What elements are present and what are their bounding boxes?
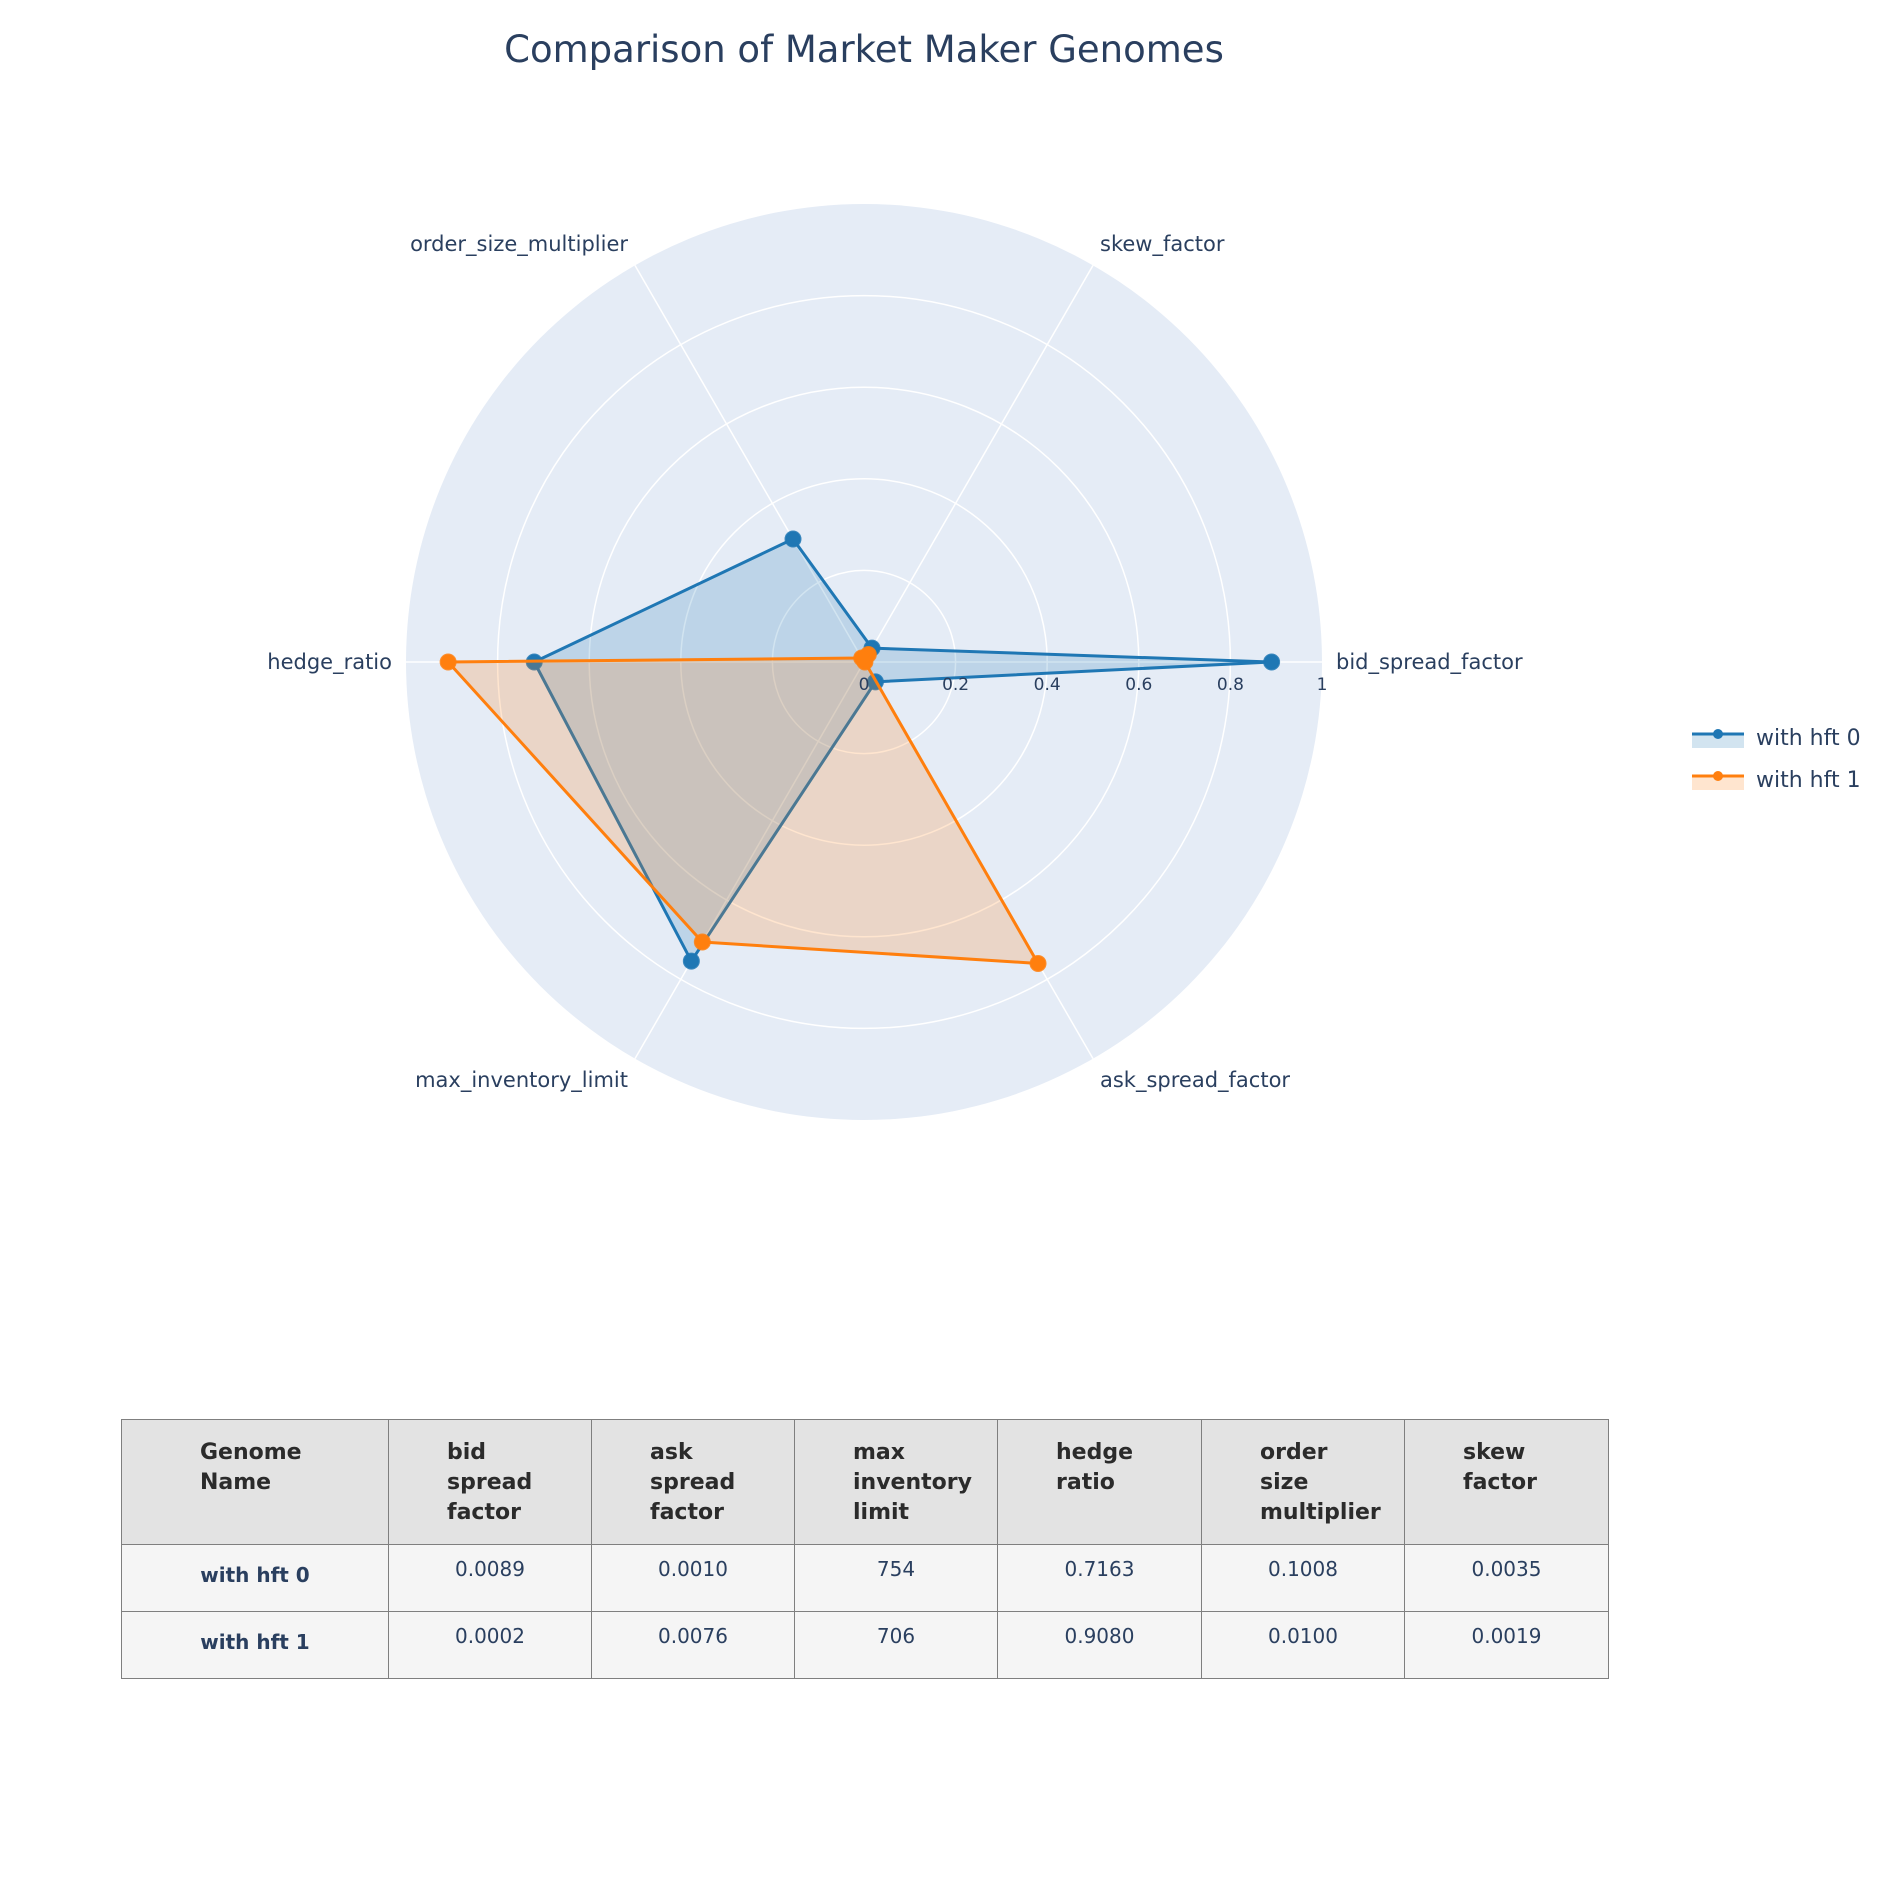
table-cell: 0.0076: [591, 1611, 795, 1679]
legend-item-with-hft-0[interactable]: with hft 0: [1688, 722, 1900, 758]
legend-item-with-hft-1[interactable]: with hft 1: [1688, 764, 1900, 800]
table-cell: 0.7163: [997, 1544, 1202, 1612]
genome-table: Genome Name bid spread factor ask spread…: [121, 1419, 1609, 1679]
table-cell: 0.0089: [388, 1544, 592, 1612]
legend-label: with hft 1: [1756, 768, 1861, 793]
table-header-cell: bid spread factor: [388, 1419, 592, 1545]
table-header-cell: skew factor: [1404, 1419, 1609, 1545]
table-cell: 0.9080: [997, 1611, 1202, 1679]
radial-tick-label: 0.6: [1125, 675, 1152, 695]
table-cell: 0.0002: [388, 1611, 592, 1679]
table-cell: 0.1008: [1201, 1544, 1405, 1612]
axis-label-skew-factor: skew_factor: [1100, 232, 1225, 257]
legend-swatch-with-hft-0: [1692, 729, 1744, 748]
axis-label-hedge-ratio: hedge_ratio: [267, 650, 392, 675]
axis-label-order-size-multiplier: order_size_multiplier: [410, 232, 628, 257]
legend-swatch-with-hft-1: [1692, 771, 1744, 790]
angular-gridline: [634, 264, 865, 663]
table-header-cell: hedge ratio: [997, 1419, 1202, 1545]
angular-gridline: [634, 661, 865, 1060]
legend-label: with hft 0: [1756, 726, 1861, 751]
series-1: [439, 645, 1047, 972]
radial-tick-label: 1: [1317, 675, 1328, 695]
angular-axis-labels: bid_spread_factor skew_factor order_size_m…: [267, 232, 1523, 1093]
table-cell: 706: [794, 1611, 998, 1679]
series-point[interactable]: [853, 649, 871, 667]
axis-label-bid-spread-factor: bid_spread_factor: [1336, 650, 1523, 675]
table-header-cell: order size multiplier: [1201, 1419, 1405, 1545]
table-cell: 754: [794, 1544, 998, 1612]
table-cell: with hft 1: [121, 1611, 389, 1679]
table-cell: with hft 0: [121, 1544, 389, 1612]
table-row: with hft 1 0.0002 0.0076 706 0.9080 0.01…: [121, 1611, 1609, 1679]
table-header-cell: ask spread factor: [591, 1419, 795, 1545]
table-cell: 0.0010: [591, 1544, 795, 1612]
axis-label-max-inventory-limit: max_inventory_limit: [415, 1068, 628, 1093]
radar-chart: 0 0.2 0.4 0.6 0.8 1 bid_spread_factor skew_fac…: [267, 204, 1523, 1120]
series-point[interactable]: [693, 933, 711, 951]
table-row: with hft 0 0.0089 0.0010 754 0.7163 0.10…: [121, 1544, 1609, 1612]
table-cell: 0.0019: [1404, 1611, 1609, 1679]
table-header-row: Genome Name bid spread factor ask spread…: [121, 1419, 1609, 1545]
radial-tick-label: 0.8: [1217, 675, 1244, 695]
radial-tick-label: 0.4: [1034, 675, 1061, 695]
series-point[interactable]: [1263, 653, 1281, 671]
table-cell: 0.0100: [1201, 1611, 1405, 1679]
radial-tick-label: 0.2: [942, 675, 969, 695]
table-cell: 0.0035: [1404, 1544, 1609, 1612]
series-layer: [439, 530, 1281, 972]
radial-tick-label: 0: [859, 675, 870, 695]
series-point[interactable]: [682, 952, 700, 970]
series-point[interactable]: [1029, 954, 1047, 972]
axis-label-ask-spread-factor: ask_spread_factor: [1100, 1068, 1290, 1093]
table-header-cell: max inventory limit: [794, 1419, 998, 1545]
radial-tick-labels: 0 0.2 0.4 0.6 0.8 1: [859, 675, 1328, 695]
angular-gridline: [863, 264, 1094, 663]
series-point[interactable]: [439, 653, 457, 671]
series-point[interactable]: [784, 530, 802, 548]
table-header-cell: Genome Name: [121, 1419, 389, 1545]
chart-title: Comparison of Market Maker Genomes: [504, 28, 1224, 71]
